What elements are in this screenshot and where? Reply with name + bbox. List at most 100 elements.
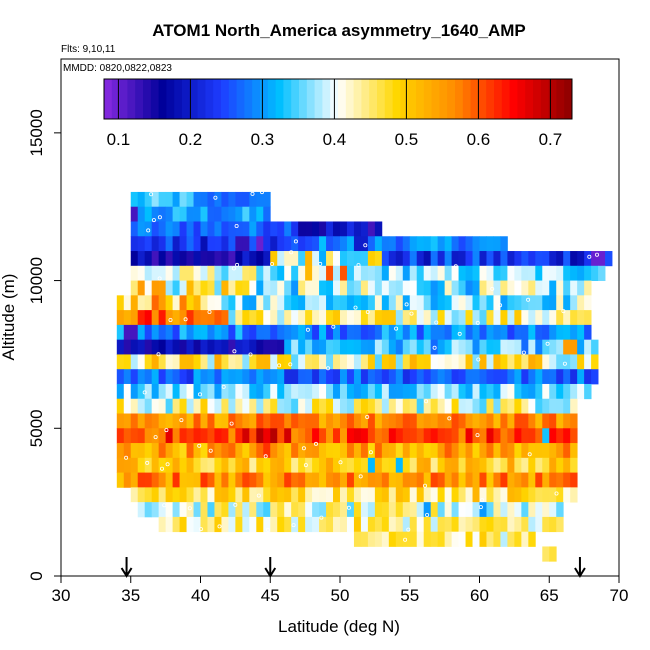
heatmap-cell bbox=[388, 265, 397, 281]
heatmap-cell bbox=[137, 443, 146, 459]
sample-point bbox=[521, 350, 526, 355]
heatmap-cell bbox=[479, 310, 487, 326]
heatmap-cell bbox=[388, 383, 397, 400]
colorbar-segment bbox=[174, 79, 183, 119]
heatmap-cell bbox=[214, 516, 222, 533]
heatmap-cell bbox=[535, 369, 543, 385]
heatmap-cell bbox=[507, 295, 515, 311]
heatmap-cell bbox=[563, 280, 571, 296]
heatmap-cell bbox=[284, 516, 292, 533]
heatmap-cell bbox=[284, 428, 292, 444]
heatmap-cell bbox=[374, 398, 383, 414]
heatmap-cell bbox=[395, 324, 404, 341]
heatmap-cell bbox=[493, 354, 501, 370]
heatmap-cell bbox=[465, 295, 473, 311]
heatmap-cell bbox=[458, 339, 466, 355]
heatmap-cell bbox=[430, 324, 439, 341]
sample-point bbox=[256, 493, 261, 498]
heatmap-cell bbox=[151, 221, 160, 237]
heatmap-cell bbox=[165, 221, 174, 237]
heatmap-cell bbox=[298, 428, 306, 444]
heatmap-cell bbox=[458, 531, 466, 547]
heatmap-cell bbox=[186, 428, 194, 444]
heatmap-cell bbox=[130, 369, 139, 385]
heatmap-cell bbox=[542, 487, 550, 503]
heatmap-cell bbox=[423, 516, 432, 533]
sample-point bbox=[475, 320, 480, 325]
heatmap-cell bbox=[284, 369, 292, 385]
heatmap-cell bbox=[193, 339, 201, 355]
heatmap-cell bbox=[298, 472, 306, 488]
heatmap-cell bbox=[228, 487, 236, 503]
heatmap-cell bbox=[395, 457, 404, 473]
heatmap-cell bbox=[284, 457, 292, 473]
heatmap-cell bbox=[493, 457, 501, 473]
heatmap-cell bbox=[242, 295, 250, 311]
heatmap-cell bbox=[549, 354, 557, 370]
heatmap-cell bbox=[570, 295, 578, 311]
heatmap-cell bbox=[137, 339, 146, 355]
heatmap-cell bbox=[207, 516, 215, 533]
heatmap-cell bbox=[221, 398, 229, 414]
heatmap-cell bbox=[235, 516, 243, 533]
heatmap-cell bbox=[444, 339, 452, 355]
heatmap-cell bbox=[395, 443, 404, 459]
heatmap-cell bbox=[298, 310, 306, 326]
heatmap-cell bbox=[535, 428, 543, 444]
heatmap-cell bbox=[207, 206, 215, 222]
heatmap-cell bbox=[340, 383, 348, 400]
colorbar-segment bbox=[439, 79, 448, 119]
heatmap-cell bbox=[179, 472, 187, 488]
heatmap-cell bbox=[186, 324, 194, 341]
heatmap-cell bbox=[423, 310, 432, 326]
heatmap-cell bbox=[486, 428, 494, 444]
heatmap-cell bbox=[500, 236, 508, 252]
heatmap-cell bbox=[179, 221, 187, 237]
sample-point bbox=[232, 349, 237, 354]
heatmap-cell bbox=[577, 280, 585, 296]
heatmap-cell bbox=[437, 251, 446, 267]
heatmap-cell bbox=[137, 191, 146, 208]
heatmap-cell bbox=[298, 339, 306, 355]
heatmap-cell bbox=[298, 251, 306, 267]
sample-point bbox=[353, 305, 358, 310]
heatmap-cell bbox=[158, 398, 167, 414]
heatmap-cell bbox=[465, 236, 473, 252]
heatmap-cell bbox=[340, 221, 348, 237]
heatmap-cell bbox=[291, 295, 299, 311]
heatmap-cell bbox=[472, 383, 480, 400]
heatmap-cell bbox=[458, 310, 466, 326]
heatmap-cell bbox=[158, 472, 167, 488]
heatmap-cell bbox=[186, 251, 194, 267]
heatmap-cell bbox=[151, 251, 160, 267]
heatmap-cell bbox=[214, 280, 222, 296]
heatmap-cell bbox=[221, 191, 229, 208]
heatmap-cell bbox=[388, 428, 397, 444]
heatmap-cell bbox=[200, 502, 208, 518]
heatmap-cell bbox=[465, 428, 473, 444]
heatmap-cell bbox=[158, 354, 167, 370]
heatmap-cell bbox=[200, 324, 208, 341]
sample-point bbox=[545, 341, 550, 346]
heatmap-cell bbox=[402, 487, 411, 503]
heatmap-cell bbox=[235, 457, 243, 473]
sample-point bbox=[187, 506, 192, 511]
heatmap-cell bbox=[367, 472, 376, 488]
heatmap-cell bbox=[388, 339, 397, 355]
heatmap-cell bbox=[395, 428, 404, 444]
heatmap-cell bbox=[605, 251, 613, 267]
heatmap-cell bbox=[144, 310, 153, 326]
heatmap-cell bbox=[374, 531, 383, 547]
heatmap-cell bbox=[556, 369, 564, 385]
heatmap-cell bbox=[451, 324, 459, 341]
heatmap-cell bbox=[542, 280, 550, 296]
heatmap-cell bbox=[430, 369, 439, 385]
heatmap-cell bbox=[221, 383, 229, 400]
heatmap-cell bbox=[263, 280, 271, 296]
heatmap-cell bbox=[549, 487, 557, 503]
heatmap-cell bbox=[158, 502, 167, 518]
heatmap-cell bbox=[207, 369, 215, 385]
sample-point bbox=[213, 195, 218, 200]
sample-point bbox=[208, 448, 213, 453]
heatmap-cell bbox=[465, 324, 473, 341]
